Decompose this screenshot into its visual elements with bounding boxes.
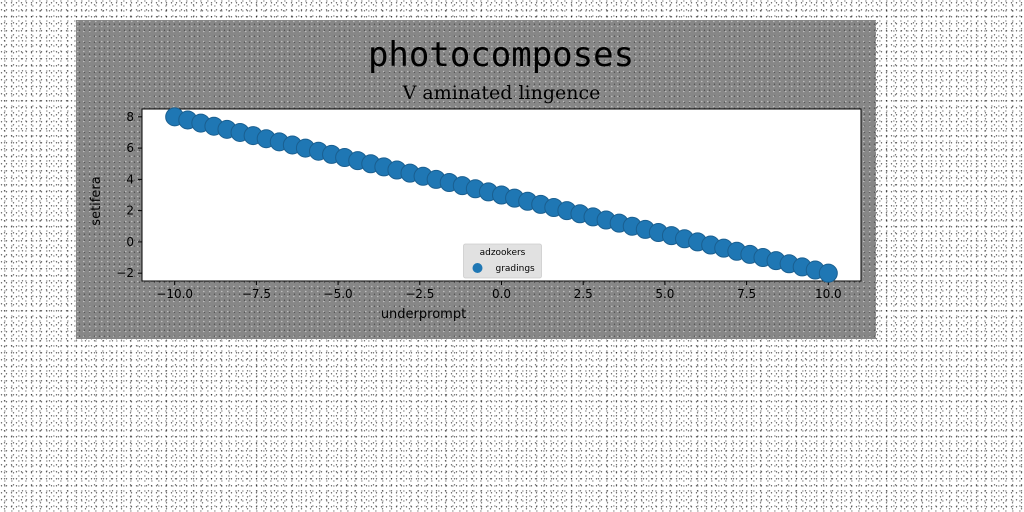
legend-box — [463, 243, 542, 279]
x-tick-label: −7.5 — [242, 287, 271, 301]
y-tick-label: 4 — [126, 172, 134, 186]
scatter-chart: V aminated lingence underprompt setifera… — [89, 82, 862, 322]
axis-ticks: −10.0 −7.5 −5.0 −2.5 0.0 2.5 5.0 7.5 10.0 −2 0 2 4 6 8 — [116, 110, 841, 301]
x-tick-label: 10.0 — [815, 287, 842, 301]
x-tick-label: −5.0 — [324, 287, 353, 301]
data-point — [818, 263, 838, 283]
y-tick-label: 0 — [126, 235, 134, 249]
x-tick-label: 0.0 — [492, 287, 511, 301]
legend-entry-gradings: gradings — [496, 264, 536, 274]
y-tick-label: 6 — [126, 141, 134, 155]
x-tick-label: 7.5 — [737, 287, 756, 301]
x-axis-title: underprompt — [381, 307, 466, 322]
chart-title: V aminated lingence — [402, 82, 601, 104]
scatter-points — [165, 107, 838, 283]
y-tick-label: 2 — [126, 204, 134, 218]
figure-suptitle: photocomposes — [367, 35, 635, 75]
chart-legend: adzookers gradings — [463, 243, 542, 279]
x-tick-label: −10.0 — [156, 287, 193, 301]
legend-title: adzookers — [480, 248, 526, 258]
x-tick-label: −2.5 — [405, 287, 434, 301]
figure-canvas: photocomposes V aminated lingence underp… — [76, 20, 876, 339]
y-axis-title: setifera — [89, 176, 104, 225]
y-tick-label: −2 — [116, 266, 134, 280]
x-tick-label: 5.0 — [655, 287, 674, 301]
x-tick-label: 2.5 — [574, 287, 593, 301]
y-tick-label: 8 — [126, 110, 134, 124]
legend-marker-gradings — [472, 263, 483, 273]
